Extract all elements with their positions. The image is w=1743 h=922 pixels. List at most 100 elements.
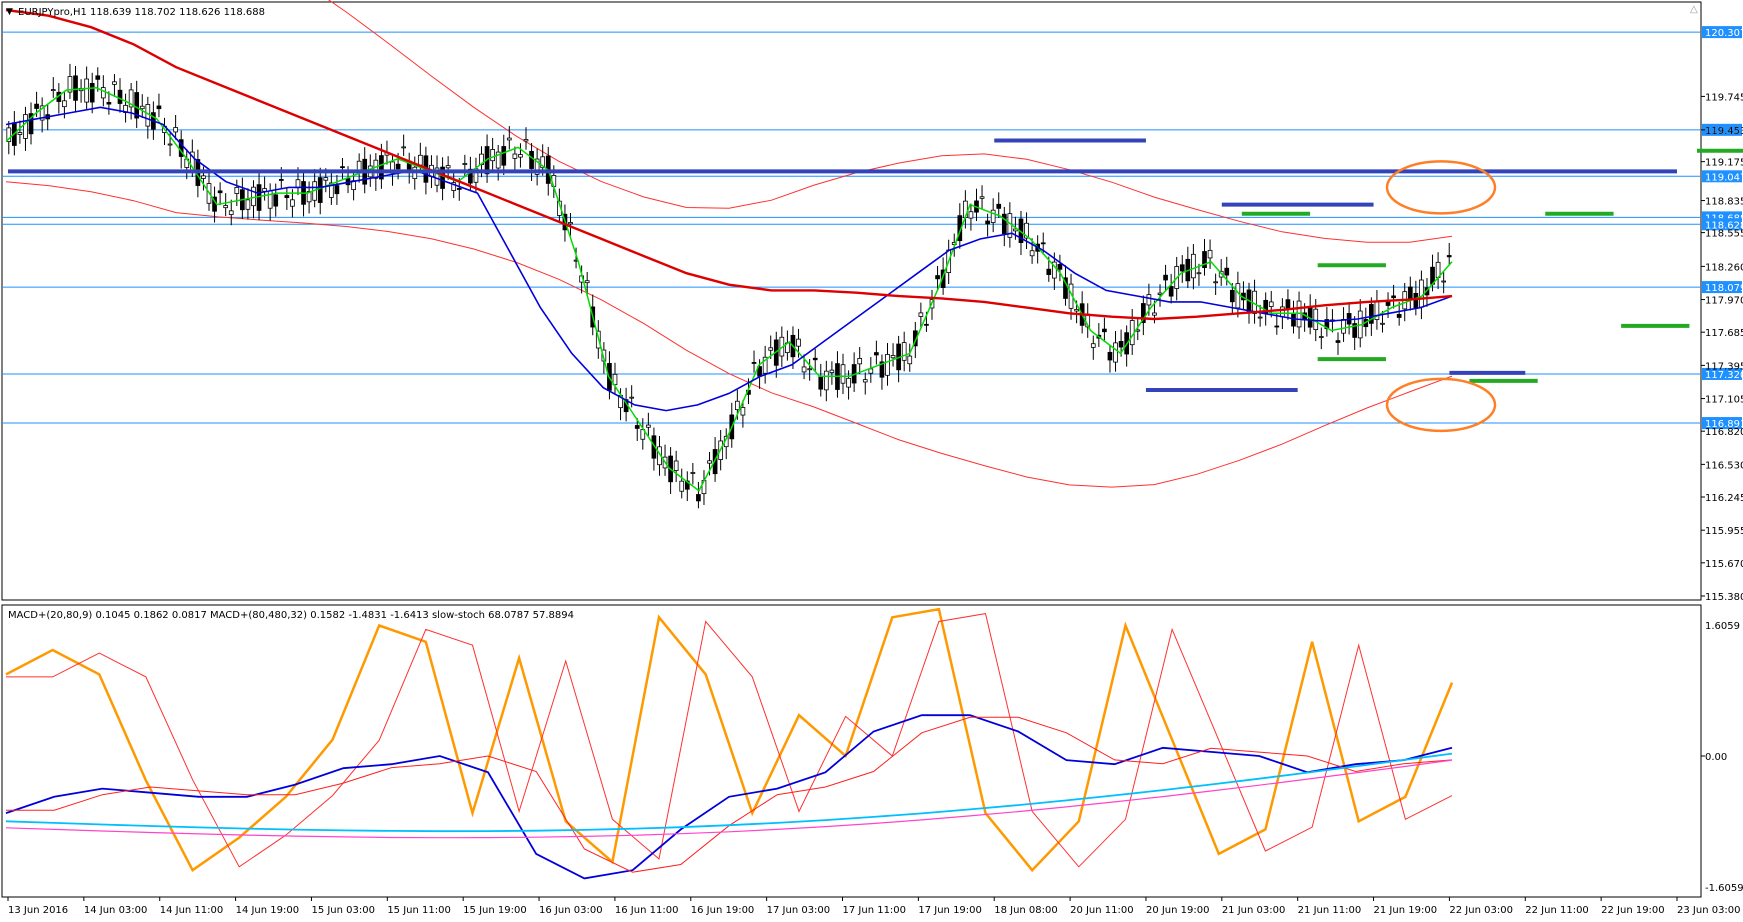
x-tick-label: 22 Jun 19:00 <box>1601 905 1665 916</box>
candle-body <box>440 166 445 189</box>
x-tick-label: 20 Jun 19:00 <box>1146 905 1210 916</box>
candle-body <box>456 187 462 190</box>
ohlc-readout: 118.639 118.702 118.626 118.688 <box>90 7 265 18</box>
candle-body <box>506 137 512 141</box>
price-level-tag <box>1702 26 1742 39</box>
candle-body <box>228 210 234 215</box>
candle-body <box>912 330 918 347</box>
candle-body <box>890 355 896 359</box>
price-panel[interactable] <box>1 1 1702 601</box>
candle-body <box>117 89 123 104</box>
candle-body <box>1213 281 1218 284</box>
price-level-value: 117.320 <box>1705 370 1743 381</box>
candle-body <box>1024 222 1029 239</box>
indicator-header: MACD+(20,80,9) 0.1045 0.1862 0.0817 MACD… <box>8 610 574 621</box>
chart-menu-arrow-icon[interactable]: ▼ <box>6 7 13 17</box>
candle-body <box>379 155 384 180</box>
candle-body <box>1074 309 1079 312</box>
x-tick-label: 15 Jun 03:00 <box>311 905 375 916</box>
candle-body <box>468 168 473 184</box>
candle-body <box>1318 336 1324 338</box>
candle-body <box>529 150 534 169</box>
candle-body <box>445 165 451 169</box>
candle-body <box>751 362 757 364</box>
candle-body <box>523 139 529 142</box>
y-tick-label: 116.530 <box>1705 460 1743 471</box>
candle-body <box>1202 251 1207 269</box>
candle-body <box>17 132 23 135</box>
oscillator-lines <box>5 607 1454 880</box>
candle-body <box>217 190 223 194</box>
x-tick-label: 23 Jun 03:00 <box>1677 905 1741 916</box>
candle-body <box>512 153 518 159</box>
candle-body <box>879 361 885 378</box>
candle-body <box>762 356 768 374</box>
candle-body <box>273 194 279 207</box>
candle-body <box>112 81 117 85</box>
envelope-upper <box>327 0 1453 243</box>
horizontal-levels[interactable]: 120.307119.453119.047118.688118.628118.0… <box>2 26 1743 430</box>
candle-body <box>490 149 495 162</box>
candle-body <box>1163 274 1168 281</box>
symbol-label: EURJPYpro,H1 <box>18 7 87 18</box>
candle-body <box>1341 319 1346 334</box>
candle-body <box>156 105 162 110</box>
x-tick-label: 20 Jun 11:00 <box>1070 905 1134 916</box>
highlight-ellipses[interactable] <box>1385 160 1497 433</box>
candle-body <box>885 354 890 376</box>
candle-body <box>862 379 868 383</box>
x-tick-label: 14 Jun 03:00 <box>84 905 148 916</box>
candle-body <box>356 160 362 171</box>
candle-body <box>89 83 95 103</box>
candle-body <box>968 211 974 219</box>
y-tick-label: 119.175 <box>1705 158 1743 169</box>
candle-body <box>812 357 818 361</box>
close-indicator-icon[interactable]: △ <box>1690 4 1698 15</box>
candle-body <box>540 156 546 169</box>
candle-body <box>996 203 1002 209</box>
x-tick-label: 22 Jun 11:00 <box>1525 905 1589 916</box>
moving-average-line <box>5 87 1453 492</box>
candle-body <box>323 177 329 181</box>
candle-body <box>417 154 423 166</box>
y-tick-label: 118.260 <box>1705 262 1743 273</box>
candle-body <box>534 158 540 175</box>
candle-body <box>1280 306 1285 318</box>
x-tick-label: 18 Jun 08:00 <box>994 905 1058 916</box>
candle-body <box>34 103 39 109</box>
price-level-tag <box>1702 281 1742 294</box>
candle-body <box>584 280 590 284</box>
candle-body <box>1107 351 1113 361</box>
candle-body <box>634 425 640 429</box>
y-tick-label: 117.685 <box>1705 328 1743 339</box>
candle-body <box>223 205 229 209</box>
price-level-value: 116.891 <box>1705 419 1743 430</box>
candle-body <box>846 377 851 388</box>
candle-body <box>1157 292 1163 295</box>
candle-body <box>1191 253 1196 279</box>
price-level-tag <box>1702 417 1742 430</box>
y-tick-label: 117.395 <box>1705 361 1743 372</box>
candle-body <box>84 78 89 103</box>
y-tick-label: 115.380 <box>1705 592 1743 603</box>
price-level-value: 118.628 <box>1705 220 1743 231</box>
candle-body <box>1001 213 1007 234</box>
candle-body <box>1113 342 1118 363</box>
candle-body <box>823 370 829 391</box>
stoch-d-line <box>6 613 1453 868</box>
candle-body <box>1335 340 1341 343</box>
candle-body <box>28 113 34 135</box>
candle-body <box>796 338 801 347</box>
y-tick-label: 118.555 <box>1705 229 1743 240</box>
x-tick-label: 16 Jun 03:00 <box>539 905 603 916</box>
candle-body <box>62 100 67 108</box>
candle-body <box>373 159 379 179</box>
x-tick-label: 21 Jun 03:00 <box>1222 905 1286 916</box>
candle-body <box>629 396 635 399</box>
price-level-tag <box>1702 218 1742 231</box>
candle-body <box>690 472 696 474</box>
candle-body <box>1090 343 1096 348</box>
candle-body <box>857 358 863 365</box>
candle-body <box>340 166 345 169</box>
